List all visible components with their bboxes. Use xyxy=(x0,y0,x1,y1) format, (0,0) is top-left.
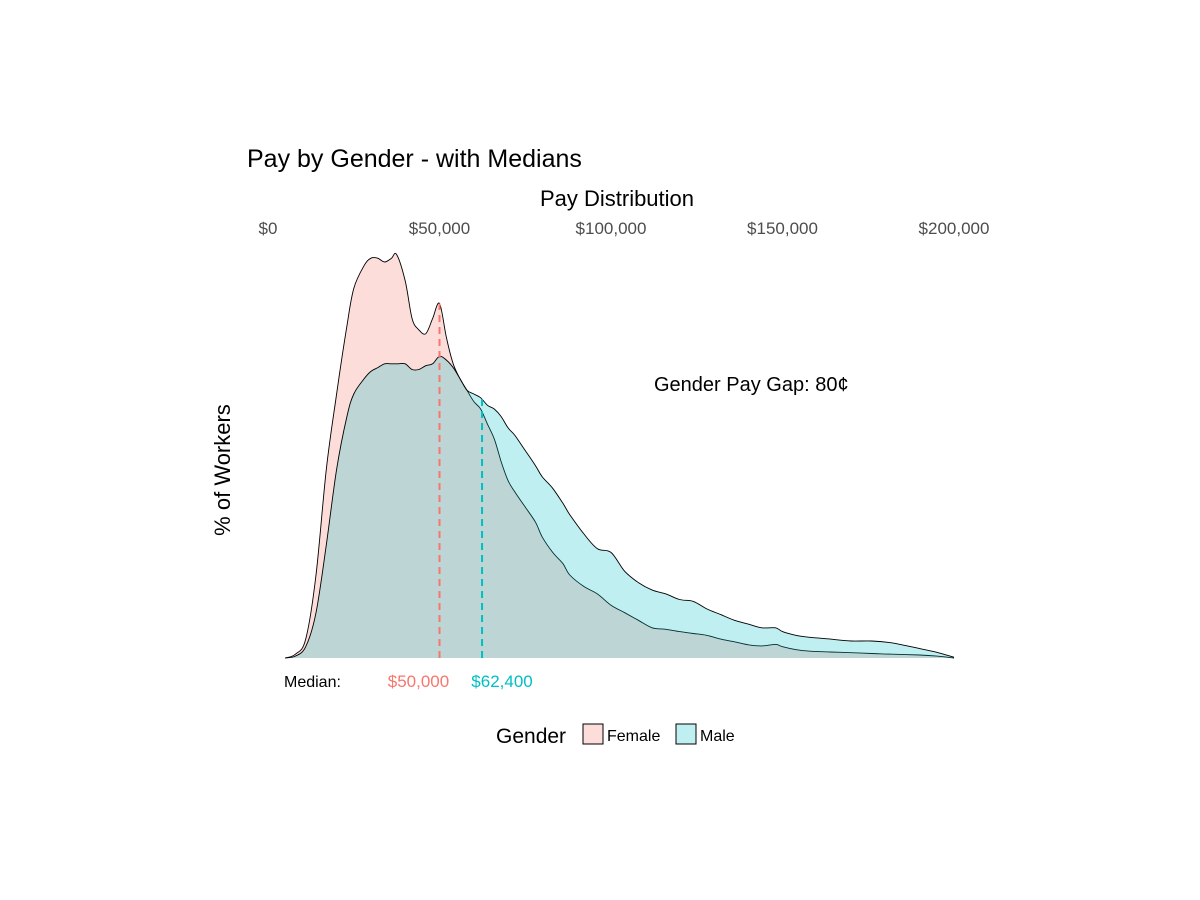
x-tick-label: $100,000 xyxy=(576,219,647,238)
median-value-male: $62,400 xyxy=(471,672,532,691)
median-values: $50,000 $62,400 xyxy=(388,672,533,691)
density-areas xyxy=(284,252,955,659)
y-axis-title: % of Workers xyxy=(210,404,235,536)
legend-key-male xyxy=(675,723,697,745)
x-tick-label: $0 xyxy=(259,219,278,238)
x-tick-label: $50,000 xyxy=(409,219,470,238)
legend-key-female xyxy=(582,723,604,745)
chart-title: Pay by Gender - with Medians xyxy=(247,145,582,173)
legend: Gender Female Male xyxy=(496,723,735,748)
legend-title: Gender xyxy=(496,725,566,748)
pay-gap-annotation: Gender Pay Gap: 80¢ xyxy=(654,374,849,396)
x-tick-label: $150,000 xyxy=(747,219,818,238)
median-value-female: $50,000 xyxy=(388,672,449,691)
density-outline-female xyxy=(284,252,955,659)
legend-label-female: Female xyxy=(607,728,660,745)
x-tick-label: $200,000 xyxy=(919,219,990,238)
density-outline-male xyxy=(285,355,955,659)
density-area-female xyxy=(285,253,955,658)
x-axis-title: Pay Distribution xyxy=(540,186,694,211)
x-axis-ticks: $0 $50,000 $100,000 $150,000 $200,000 xyxy=(259,219,990,238)
density-area-male xyxy=(285,356,955,658)
median-label: Median: xyxy=(284,674,341,691)
legend-label-male: Male xyxy=(700,728,735,745)
